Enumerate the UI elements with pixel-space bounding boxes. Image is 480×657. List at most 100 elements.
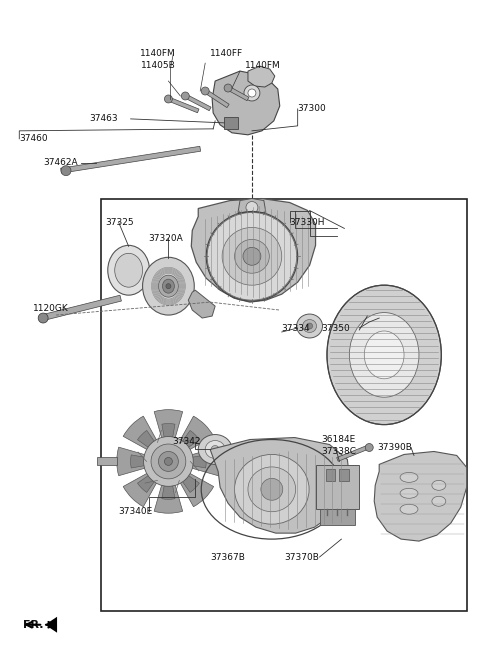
Ellipse shape: [158, 451, 179, 471]
Text: 1140FM: 1140FM: [140, 49, 175, 58]
Polygon shape: [184, 94, 211, 110]
Ellipse shape: [432, 496, 446, 507]
Text: 1140FM: 1140FM: [245, 60, 281, 70]
Ellipse shape: [198, 434, 232, 464]
Polygon shape: [210, 438, 349, 533]
Text: 37320A: 37320A: [148, 234, 183, 243]
Circle shape: [201, 87, 209, 95]
Wedge shape: [131, 455, 168, 468]
Polygon shape: [40, 295, 121, 321]
Circle shape: [224, 84, 232, 92]
Wedge shape: [168, 430, 199, 461]
Circle shape: [248, 89, 256, 97]
Ellipse shape: [248, 467, 296, 512]
Circle shape: [38, 313, 48, 323]
Bar: [325, 469, 336, 482]
Ellipse shape: [151, 444, 186, 479]
Ellipse shape: [235, 455, 309, 524]
Text: 37300: 37300: [298, 104, 326, 114]
Ellipse shape: [166, 284, 171, 288]
Bar: [339, 469, 349, 482]
Ellipse shape: [302, 319, 316, 332]
Ellipse shape: [243, 247, 261, 265]
Text: 37350: 37350: [322, 323, 350, 332]
Polygon shape: [227, 86, 249, 101]
Ellipse shape: [327, 285, 441, 424]
Polygon shape: [374, 451, 467, 541]
Ellipse shape: [158, 275, 179, 297]
Wedge shape: [168, 447, 220, 476]
Ellipse shape: [143, 258, 194, 315]
Circle shape: [61, 166, 71, 175]
Polygon shape: [97, 457, 117, 465]
Ellipse shape: [162, 279, 174, 293]
Ellipse shape: [235, 239, 269, 273]
Polygon shape: [168, 97, 199, 113]
Polygon shape: [238, 198, 266, 212]
Bar: [315, 465, 360, 509]
Circle shape: [165, 95, 172, 103]
Text: 37370B: 37370B: [285, 553, 320, 562]
Circle shape: [181, 92, 189, 100]
Ellipse shape: [307, 323, 312, 329]
Text: 37367B: 37367B: [210, 553, 245, 562]
Text: 37460: 37460: [19, 134, 48, 143]
Circle shape: [244, 85, 260, 101]
Text: 37462A: 37462A: [43, 158, 78, 167]
Polygon shape: [212, 71, 280, 135]
Ellipse shape: [400, 472, 418, 482]
Ellipse shape: [400, 488, 418, 498]
Wedge shape: [137, 461, 168, 493]
Ellipse shape: [400, 505, 418, 514]
Bar: [101, 198, 467, 611]
Polygon shape: [45, 617, 57, 633]
Wedge shape: [123, 416, 168, 461]
Text: 1140FF: 1140FF: [210, 49, 243, 58]
Ellipse shape: [222, 227, 282, 285]
Ellipse shape: [432, 480, 446, 490]
Ellipse shape: [297, 314, 323, 338]
Ellipse shape: [144, 436, 193, 486]
Ellipse shape: [205, 441, 225, 459]
Text: 11405B: 11405B: [141, 60, 175, 70]
Text: 37338C: 37338C: [322, 447, 357, 456]
Ellipse shape: [261, 478, 283, 500]
Wedge shape: [117, 447, 168, 476]
Ellipse shape: [364, 331, 404, 379]
Wedge shape: [154, 410, 183, 461]
Polygon shape: [220, 457, 240, 465]
Text: 1120GK: 1120GK: [33, 304, 69, 313]
Text: FR.: FR.: [23, 620, 44, 630]
Polygon shape: [336, 445, 368, 461]
Wedge shape: [168, 455, 206, 468]
Text: 37334: 37334: [282, 323, 311, 332]
Polygon shape: [188, 290, 215, 318]
Circle shape: [365, 443, 373, 451]
Wedge shape: [123, 461, 168, 507]
Wedge shape: [168, 461, 199, 493]
Text: 37390B: 37390B: [377, 443, 412, 452]
Polygon shape: [192, 198, 315, 302]
Wedge shape: [154, 461, 183, 513]
Text: 37342: 37342: [172, 437, 201, 446]
Wedge shape: [162, 424, 175, 461]
Polygon shape: [248, 66, 275, 87]
Ellipse shape: [108, 245, 150, 295]
Text: 37330H: 37330H: [290, 218, 325, 227]
Ellipse shape: [115, 254, 143, 287]
Text: 37340E: 37340E: [119, 507, 153, 516]
Text: 36184E: 36184E: [322, 435, 356, 444]
Ellipse shape: [349, 313, 419, 397]
Text: 37325: 37325: [106, 218, 134, 227]
Bar: [320, 509, 355, 525]
Polygon shape: [60, 147, 201, 173]
Wedge shape: [137, 430, 168, 461]
Polygon shape: [204, 89, 229, 108]
Text: 37463: 37463: [89, 114, 118, 124]
Bar: [224, 117, 238, 129]
Ellipse shape: [207, 212, 297, 300]
Circle shape: [246, 202, 258, 214]
Wedge shape: [168, 416, 214, 461]
Wedge shape: [162, 461, 175, 499]
Ellipse shape: [211, 445, 219, 453]
